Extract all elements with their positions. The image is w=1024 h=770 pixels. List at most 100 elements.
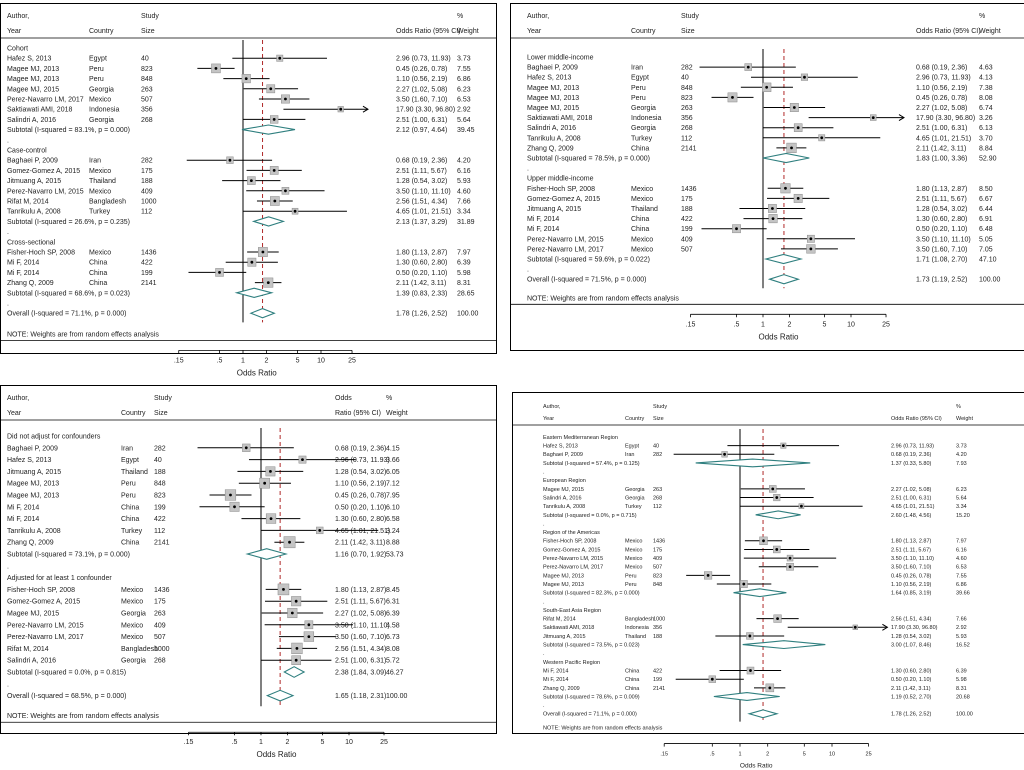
point-estimate bbox=[796, 126, 800, 130]
study-ci: 3.50 (1.10, 11.10) bbox=[891, 556, 934, 562]
study-author: Perez-Navarro LM, 2017 bbox=[7, 634, 84, 641]
study-size: 2141 bbox=[653, 686, 665, 692]
study-ci: 1.80 (1.13, 2.87) bbox=[916, 186, 967, 193]
study-author: Baghaei P, 2009 bbox=[543, 452, 583, 458]
overall-ci: 1.73 (1.19, 2.52) bbox=[916, 277, 967, 284]
point-estimate bbox=[820, 136, 824, 140]
study-author: Saktiawati AMI, 2018 bbox=[543, 625, 594, 631]
x-axis-title: Odds Ratio bbox=[758, 332, 799, 341]
study-weight: 6.58 bbox=[386, 516, 400, 523]
point-estimate bbox=[762, 539, 765, 543]
study-ci: 1.28 (0.54, 3.02) bbox=[916, 206, 967, 213]
study-weight: 4.13 bbox=[979, 75, 993, 82]
point-estimate bbox=[278, 56, 282, 60]
subtotal-weight: 15.20 bbox=[956, 513, 970, 519]
point-estimate bbox=[784, 186, 787, 190]
study-weight: 3.73 bbox=[956, 444, 967, 450]
study-country: China bbox=[631, 226, 649, 233]
subtotal-label: Subtotal (I-squared = 83.1%, p = 0.000) bbox=[7, 127, 130, 134]
study-ci: 17.90 (3.30, 96.80) bbox=[891, 625, 938, 631]
study-country: China bbox=[625, 686, 640, 692]
subgroup-label: Eastern Mediterranean Region bbox=[543, 435, 618, 441]
study-weight: 7.66 bbox=[956, 617, 967, 623]
study-country: China bbox=[631, 145, 649, 152]
subtotal-label: Subtotal (I-squared = 0.0%, p = 0.715) bbox=[543, 513, 637, 519]
study-author: Salindri A, 2016 bbox=[7, 117, 56, 124]
study-weight: 5.64 bbox=[956, 495, 967, 501]
study-size: 40 bbox=[653, 444, 659, 450]
x-tick-label: .15 bbox=[174, 357, 184, 364]
point-estimate bbox=[269, 517, 273, 520]
study-size: 112 bbox=[141, 209, 152, 216]
study-weight: 4.20 bbox=[457, 158, 471, 165]
point-estimate bbox=[746, 65, 750, 69]
point-estimate bbox=[776, 617, 779, 621]
study-country: Indonesia bbox=[625, 625, 650, 631]
study-author: Fisher-Hoch SP, 2008 bbox=[7, 587, 75, 594]
study-size: 40 bbox=[141, 56, 149, 63]
study-ci: 3.50 (1.60, 7.10) bbox=[335, 634, 386, 641]
study-weight: 6.31 bbox=[386, 599, 400, 606]
overall-weight: 100.00 bbox=[457, 311, 479, 318]
subtotal-diamond bbox=[245, 548, 288, 560]
subgroup-label: South-East Asia Region bbox=[543, 608, 601, 614]
study-author: Gomez-Gomez A, 2015 bbox=[543, 547, 600, 553]
study-weight: 4.63 bbox=[979, 65, 993, 72]
study-weight: 5.98 bbox=[457, 270, 471, 277]
spacer-dot: . bbox=[7, 681, 9, 688]
header-author: Author, bbox=[7, 395, 29, 402]
study-size: 112 bbox=[154, 528, 165, 535]
overall-weight: 100.00 bbox=[979, 277, 1001, 284]
header-size: Size bbox=[141, 28, 155, 35]
study-size: 823 bbox=[653, 573, 662, 579]
point-estimate bbox=[295, 647, 299, 650]
study-size: 1436 bbox=[653, 539, 665, 545]
study-country: China bbox=[625, 668, 640, 674]
study-author: Magee MJ, 2015 bbox=[7, 86, 59, 93]
subgroup-label: European Region bbox=[543, 478, 586, 484]
study-size: 40 bbox=[681, 75, 689, 82]
study-ci: 2.11 (1.42, 3.11) bbox=[891, 686, 931, 692]
study-ci: 0.50 (0.20, 1.10) bbox=[396, 270, 447, 277]
subtotal-ci: 1.19 (0.52, 2.70) bbox=[891, 694, 932, 700]
subtotal-diamond bbox=[733, 588, 787, 598]
point-estimate bbox=[307, 623, 311, 627]
point-estimate bbox=[775, 496, 779, 499]
study-ci: 2.51 (1.00, 6.31) bbox=[916, 125, 967, 132]
study-country: Mexico bbox=[631, 186, 653, 193]
study-weight: 6.16 bbox=[457, 168, 471, 175]
study-weight: 8.45 bbox=[386, 587, 400, 594]
point-estimate bbox=[272, 169, 276, 172]
header-odds-ratio: Odds Ratio (95% CI) bbox=[396, 28, 461, 35]
study-size: 356 bbox=[653, 625, 662, 631]
study-author: Magee MJ, 2013 bbox=[7, 492, 59, 499]
point-estimate bbox=[706, 574, 710, 577]
subgroup-label: Western Pacific Region bbox=[543, 660, 600, 666]
study-size: 112 bbox=[653, 504, 662, 510]
study-weight: 7.55 bbox=[457, 66, 471, 73]
study-size: 175 bbox=[154, 599, 166, 606]
x-tick-label: .5 bbox=[217, 357, 223, 364]
subtotal-label: Subtotal (I-squared = 78.5%, p = 0.000) bbox=[527, 155, 650, 162]
forest-plot-box-b: Author, Year Country Study Size Odds Ratio (9… bbox=[510, 3, 1024, 351]
study-ci: 0.68 (0.19, 2.36) bbox=[396, 158, 447, 165]
study-ci: 2.11 (1.42, 3.11) bbox=[335, 540, 385, 547]
study-country: Egypt bbox=[625, 444, 640, 450]
study-weight: 8.08 bbox=[386, 646, 400, 653]
point-estimate bbox=[266, 281, 270, 284]
subtotal-diamond bbox=[251, 216, 286, 227]
study-size: 199 bbox=[141, 270, 153, 277]
study-author: Salindri A, 2016 bbox=[543, 495, 582, 501]
study-size: 409 bbox=[154, 622, 166, 629]
x-tick-label: 10 bbox=[829, 752, 835, 758]
study-weight: 8.08 bbox=[979, 95, 993, 102]
header-odds-ratio: Ratio (95% CI) bbox=[335, 410, 381, 417]
subtotal-ci: 2.60 (1.48, 4.56) bbox=[891, 513, 932, 519]
spacer-dot: . bbox=[7, 137, 9, 144]
ci-arrow bbox=[882, 623, 889, 631]
study-size: 1436 bbox=[154, 587, 170, 594]
study-author: Fisher-Hoch SP, 2008 bbox=[543, 539, 596, 545]
study-author: Perez-Navarro LM, 2017 bbox=[543, 565, 603, 571]
subgroup-label: Upper middle-income bbox=[527, 176, 594, 183]
point-estimate bbox=[871, 116, 875, 119]
